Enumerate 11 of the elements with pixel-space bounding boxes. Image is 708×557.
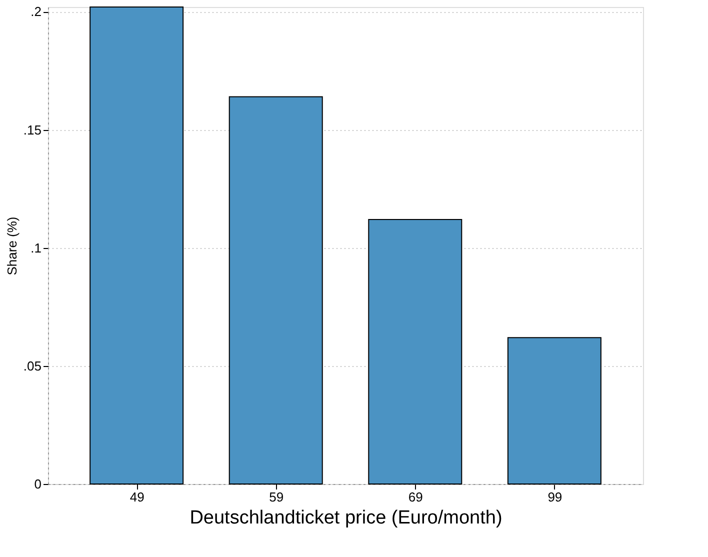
y-tick-label: .15 bbox=[23, 122, 42, 138]
x-tick-label: 99 bbox=[548, 490, 562, 504]
y-tick-label: .1 bbox=[30, 240, 42, 256]
y-axis-title: Share (%) bbox=[4, 216, 20, 276]
x-tick-label: 49 bbox=[130, 490, 144, 504]
y-tick-label: .2 bbox=[30, 4, 42, 20]
y-tick-label: .05 bbox=[23, 358, 42, 374]
x-tick-label: 59 bbox=[269, 490, 284, 504]
x-tick-label: 69 bbox=[408, 490, 423, 504]
x-axis-title: Deutschlandticket price (Euro/month) bbox=[190, 508, 502, 528]
y-tick-label: 0 bbox=[34, 476, 42, 492]
